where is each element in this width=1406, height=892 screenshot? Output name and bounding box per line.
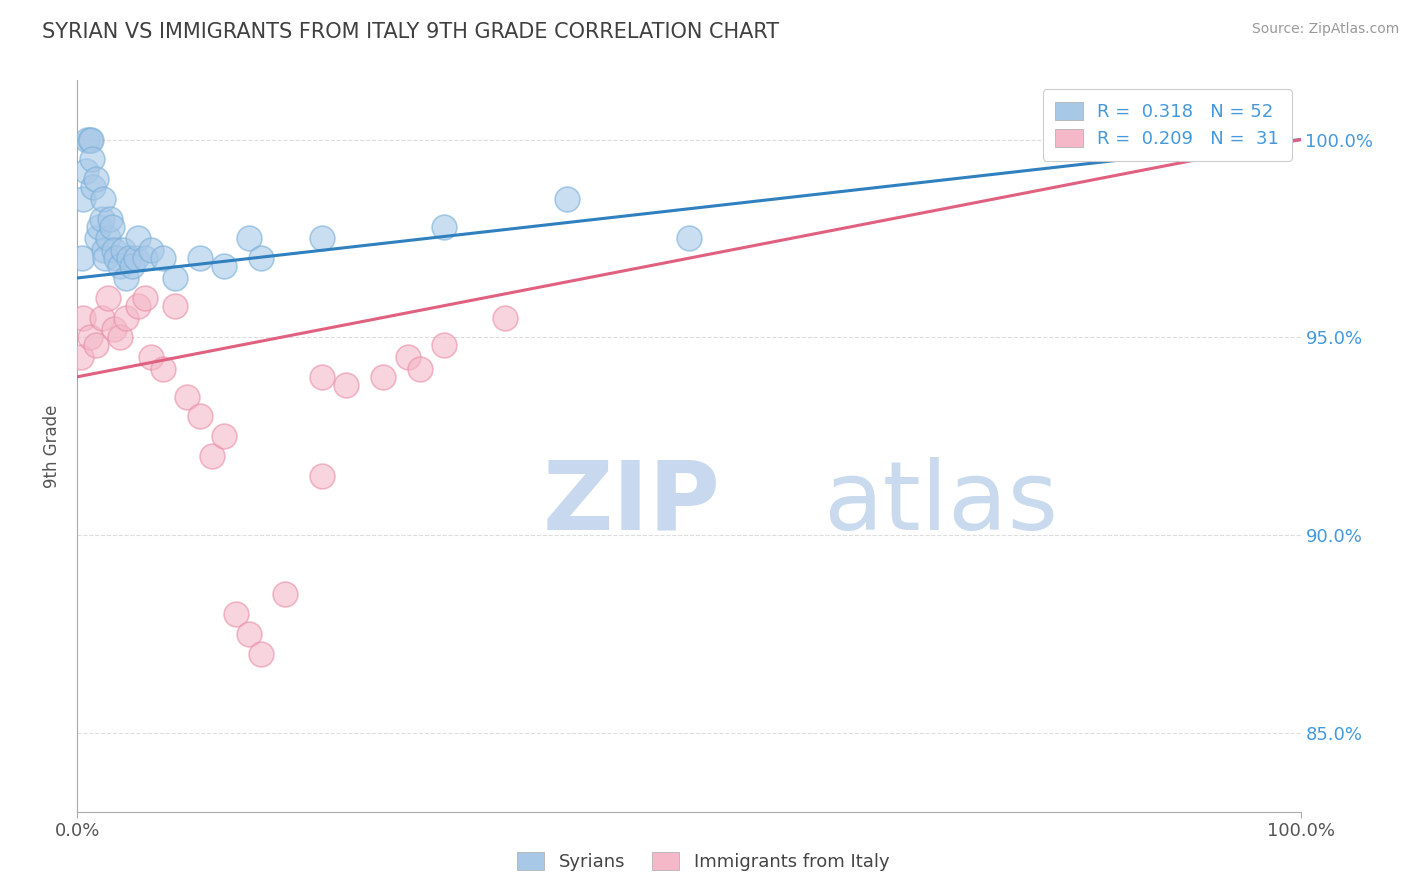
Y-axis label: 9th Grade: 9th Grade (44, 404, 62, 488)
Point (188, 409, 211, 424)
Point (86, 231, 108, 245)
Point (111, 244, 134, 258)
Point (80, 153, 103, 167)
Point (678, 231, 700, 245)
Point (72, 310, 94, 325)
Point (105, 251, 128, 265)
Point (152, 251, 174, 265)
Point (70, 251, 93, 265)
Point (201, 449, 224, 463)
Point (555, 192, 578, 206)
Point (134, 291, 156, 305)
Point (371, 369, 394, 384)
Point (94, 251, 117, 265)
Point (165, 271, 187, 285)
Point (250, 251, 273, 265)
Text: atlas: atlas (824, 457, 1059, 549)
Point (134, 251, 156, 265)
Point (79, 330, 101, 344)
Point (90, 310, 112, 325)
Point (79, 132, 101, 146)
Point (103, 322, 125, 336)
Point (72, 192, 94, 206)
Text: SYRIAN VS IMMIGRANTS FROM ITALY 9TH GRADE CORRELATION CHART: SYRIAN VS IMMIGRANTS FROM ITALY 9TH GRAD… (42, 22, 779, 42)
Point (108, 259, 131, 273)
Point (108, 330, 131, 344)
Point (84, 338, 107, 352)
Point (176, 390, 198, 404)
Point (165, 299, 187, 313)
Point (335, 377, 357, 392)
Legend: Syrians, Immigrants from Italy: Syrians, Immigrants from Italy (509, 845, 897, 879)
Point (90, 211, 112, 226)
Point (100, 219, 122, 234)
Point (250, 647, 273, 661)
Point (84, 172, 107, 186)
Point (128, 299, 150, 313)
Point (152, 362, 174, 376)
Point (89, 219, 111, 234)
Point (97, 231, 120, 245)
Point (121, 259, 143, 273)
Point (495, 310, 517, 325)
Point (238, 231, 260, 245)
Point (1045, 132, 1067, 146)
Point (115, 310, 138, 325)
Point (70, 350, 93, 364)
Point (128, 231, 150, 245)
Point (433, 219, 456, 234)
Text: ZIP: ZIP (543, 457, 720, 549)
Point (311, 369, 333, 384)
Legend: R =  0.318   N = 52, R =  0.209   N =  31: R = 0.318 N = 52, R = 0.209 N = 31 (1043, 89, 1292, 161)
Point (212, 429, 235, 443)
Point (103, 244, 125, 258)
Point (125, 251, 148, 265)
Point (139, 350, 162, 364)
Point (118, 251, 141, 265)
Point (311, 468, 333, 483)
Point (98, 211, 121, 226)
Point (409, 362, 432, 376)
Point (76, 132, 98, 146)
Point (225, 607, 247, 621)
Point (311, 231, 333, 245)
Point (274, 587, 297, 601)
Point (82, 180, 104, 194)
Point (212, 259, 235, 273)
Point (97, 291, 120, 305)
Point (80, 132, 103, 146)
Point (396, 350, 419, 364)
Point (91, 192, 114, 206)
Point (238, 627, 260, 641)
Point (433, 338, 456, 352)
Point (139, 244, 162, 258)
Point (93, 244, 115, 258)
Point (188, 251, 211, 265)
Point (75, 164, 97, 178)
Point (115, 271, 138, 285)
Text: Source: ZipAtlas.com: Source: ZipAtlas.com (1251, 22, 1399, 37)
